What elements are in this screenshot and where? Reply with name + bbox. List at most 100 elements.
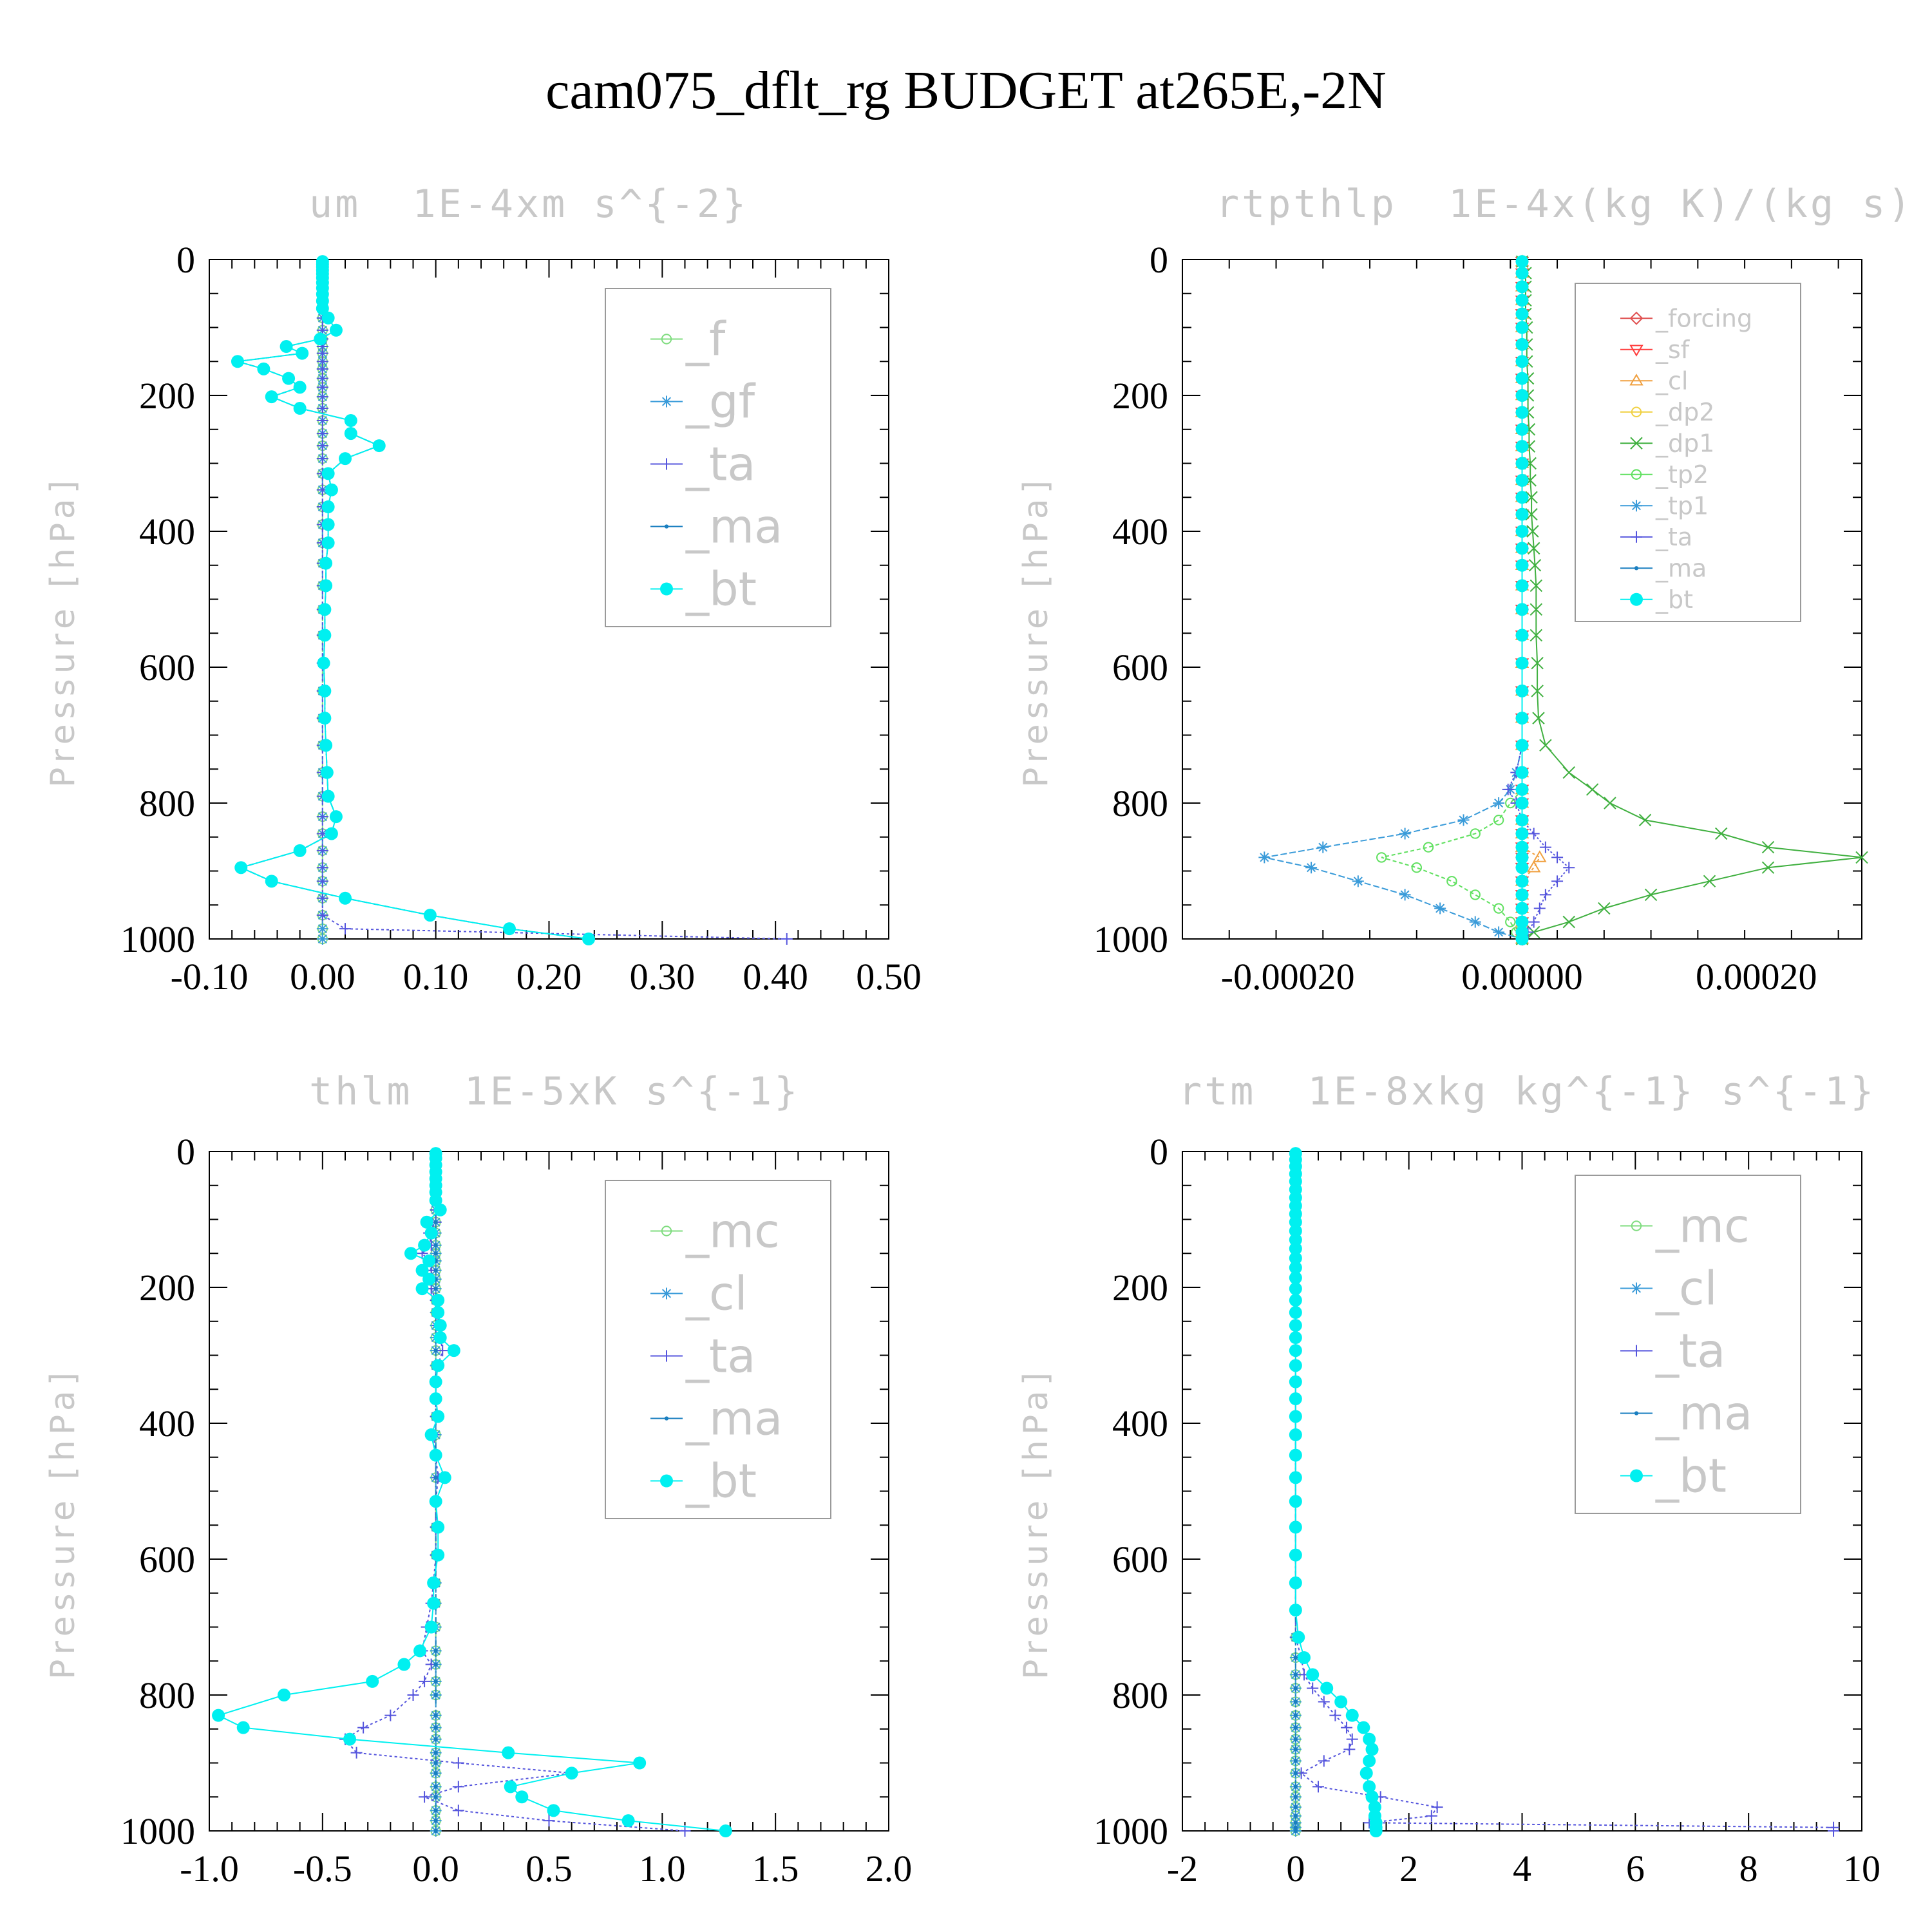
legend-label: _ta	[1655, 1324, 1725, 1378]
data-point	[321, 467, 335, 480]
data-point	[429, 1392, 442, 1406]
data-point	[1515, 933, 1529, 945]
legend-marker	[1631, 1345, 1642, 1357]
x-tick-label: 4	[1513, 1848, 1531, 1889]
data-point	[433, 1649, 438, 1653]
data-point	[1530, 603, 1543, 616]
data-point	[212, 1709, 225, 1722]
data-point	[316, 892, 328, 904]
x-tick-label: 1.5	[752, 1848, 799, 1889]
y-tick-label: 0	[1150, 239, 1168, 281]
series-tp2	[1376, 256, 1528, 945]
series-line	[237, 261, 589, 940]
data-point	[1551, 875, 1564, 887]
data-point	[316, 391, 328, 403]
legend-item: _cl	[650, 1267, 748, 1321]
data-point	[433, 1692, 438, 1698]
data-point	[1563, 862, 1575, 874]
data-point	[1289, 1215, 1302, 1229]
data-point	[1515, 321, 1529, 334]
data-point	[1289, 1251, 1302, 1265]
data-point	[1761, 840, 1775, 854]
data-point	[1289, 1471, 1302, 1484]
data-point	[433, 1725, 438, 1730]
data-point	[344, 414, 357, 428]
data-point	[1515, 307, 1529, 321]
data-point	[319, 739, 333, 752]
legend-item: _mc	[1620, 1199, 1750, 1253]
data-point	[1526, 525, 1539, 538]
data-point	[1343, 1743, 1356, 1756]
data-point	[329, 810, 343, 824]
data-point	[343, 1732, 357, 1746]
data-point	[1298, 1651, 1311, 1664]
data-point	[1515, 827, 1529, 840]
x-tick-label: 0.0	[412, 1848, 459, 1889]
data-point	[1293, 1825, 1298, 1830]
data-point	[329, 323, 343, 337]
legend-item: _tp1	[1620, 492, 1709, 520]
legend-box	[1575, 1175, 1801, 1514]
data-point	[433, 1243, 438, 1247]
data-point	[1551, 851, 1564, 864]
legend-marker	[660, 1474, 673, 1488]
y-tick-label: 400	[1112, 1403, 1168, 1444]
series-bt	[212, 1147, 732, 1837]
data-point	[1515, 782, 1529, 796]
data-point	[452, 1781, 464, 1793]
data-point	[433, 1819, 438, 1823]
data-point	[719, 1824, 732, 1837]
legend-item: _tp2	[1620, 460, 1709, 489]
data-point	[1289, 1344, 1302, 1358]
data-point	[438, 1471, 451, 1484]
x-tick-label: 0.00	[290, 956, 355, 998]
data-point	[1346, 1733, 1358, 1745]
data-point	[1469, 916, 1481, 928]
legend-marker	[1631, 1220, 1642, 1231]
legend-marker	[661, 395, 672, 408]
y-tick-label: 0	[1150, 1131, 1168, 1173]
legend: _forcing _sf _cl _dp2 _dp1_tp2 _tp1 _ta _ma_bt	[1575, 283, 1801, 622]
data-point	[1365, 1743, 1379, 1756]
data-point	[231, 355, 244, 368]
legend-marker	[661, 458, 672, 470]
data-point	[1289, 1410, 1302, 1423]
x-tick-label: 0.20	[516, 956, 582, 998]
data-point	[1493, 815, 1504, 826]
data-point	[339, 452, 352, 466]
data-point	[502, 1746, 515, 1759]
data-point	[316, 875, 328, 887]
data-point	[1515, 406, 1529, 419]
legend-label: _mc	[685, 1204, 780, 1258]
data-point	[1289, 1242, 1302, 1255]
data-point	[1703, 875, 1716, 888]
data-point	[1289, 1548, 1302, 1562]
data-point	[1502, 783, 1514, 795]
data-point	[317, 656, 330, 670]
data-point	[293, 381, 307, 394]
data-point	[1493, 926, 1505, 938]
legend-item: _gf	[650, 375, 756, 429]
data-point	[1340, 1721, 1352, 1734]
data-point	[431, 1359, 445, 1372]
data-point	[433, 1737, 438, 1741]
data-point	[1525, 491, 1538, 504]
data-point	[339, 891, 352, 905]
legend-label: _bt	[1655, 585, 1693, 614]
data-point	[633, 1756, 647, 1770]
legend-label: _bt	[685, 1454, 757, 1508]
data-point	[433, 1795, 438, 1799]
data-point	[433, 1331, 447, 1345]
data-point	[433, 1475, 438, 1480]
data-point	[1505, 916, 1516, 927]
legend-marker	[1631, 531, 1642, 543]
panel-title-rtm: rtm 1E-8xkg kg^{-1} s^{-1}	[1179, 1069, 1877, 1114]
legend-marker	[660, 582, 673, 596]
data-point	[1493, 797, 1505, 809]
data-point	[419, 1675, 431, 1687]
data-point	[1515, 712, 1529, 725]
data-point	[433, 1771, 438, 1776]
legend-label: _mc	[1655, 1199, 1750, 1253]
data-point	[1515, 422, 1529, 436]
data-point	[1515, 558, 1529, 572]
